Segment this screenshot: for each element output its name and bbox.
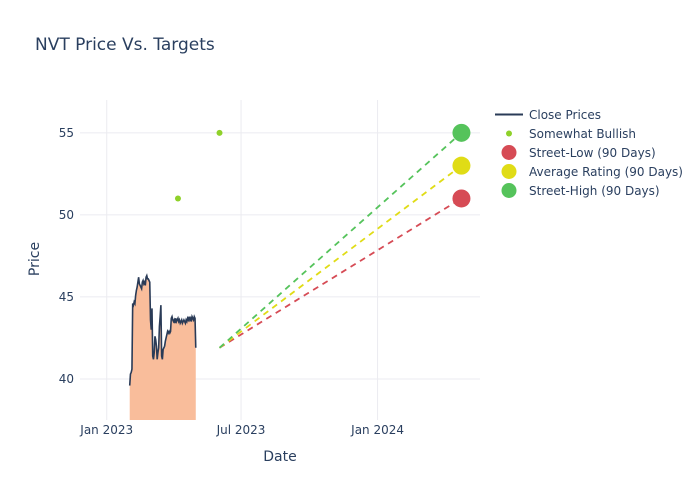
- data-markers: [174, 123, 471, 208]
- chart-title: NVT Price Vs. Targets: [35, 35, 215, 55]
- legend-label-somewhat-bullish: Somewhat Bullish: [529, 127, 636, 141]
- y-axis-title: Price: [27, 242, 43, 276]
- legend-dot-icon: [501, 145, 517, 160]
- legend-label-street-low: Street-Low (90 Days): [529, 146, 656, 160]
- target-marker-street-high-90-days[interactable]: [452, 123, 471, 142]
- legend-item-average-rating[interactable]: Average Rating (90 Days): [501, 164, 684, 179]
- x-axis-title: Date: [263, 449, 296, 465]
- legend[interactable]: Close Prices Somewhat Bullish Street-Low…: [495, 108, 683, 198]
- legend-label-average-rating: Average Rating (90 Days): [529, 165, 683, 179]
- somewhat-bullish-point[interactable]: [216, 129, 223, 136]
- projection-line-street-high-90-days: [218, 132, 463, 349]
- legend-item-close-prices[interactable]: Close Prices: [495, 108, 601, 122]
- target-marker-street-low-90-days[interactable]: [452, 189, 471, 208]
- y-tick-label: 45: [59, 290, 74, 304]
- close-price-area: [129, 275, 196, 420]
- legend-dot-icon: [506, 130, 512, 137]
- x-tick-label: Jan 2024: [350, 423, 404, 437]
- close-price-line: [128, 273, 197, 386]
- somewhat-bullish-point[interactable]: [174, 195, 181, 202]
- target-projection-lines: [218, 132, 463, 349]
- legend-label-street-high: Street-High (90 Days): [529, 184, 660, 198]
- x-axis-ticks: Jan 2023 Jul 2023 Jan 2024: [79, 423, 404, 437]
- y-tick-label: 40: [59, 372, 74, 386]
- x-tick-label: Jul 2023: [216, 423, 266, 437]
- legend-item-street-high[interactable]: Street-High (90 Days): [501, 183, 660, 198]
- legend-label-close-prices: Close Prices: [529, 108, 601, 122]
- close-price-area-fill: [129, 275, 196, 420]
- legend-dot-icon: [501, 164, 517, 179]
- projection-line-street-low-90-days: [219, 197, 462, 349]
- legend-item-street-low[interactable]: Street-Low (90 Days): [501, 145, 656, 160]
- y-tick-label: 55: [59, 126, 74, 140]
- target-marker-average-rating-90-days[interactable]: [452, 156, 471, 175]
- close-price-series: [128, 273, 197, 386]
- x-tick-label: Jan 2023: [79, 423, 133, 437]
- y-tick-label: 50: [59, 208, 74, 222]
- legend-item-somewhat-bullish[interactable]: Somewhat Bullish: [506, 127, 636, 141]
- legend-dot-icon: [501, 183, 517, 198]
- y-axis-ticks: 40 45 50 55: [59, 126, 74, 386]
- projection-line-average-rating-90-days: [218, 164, 462, 349]
